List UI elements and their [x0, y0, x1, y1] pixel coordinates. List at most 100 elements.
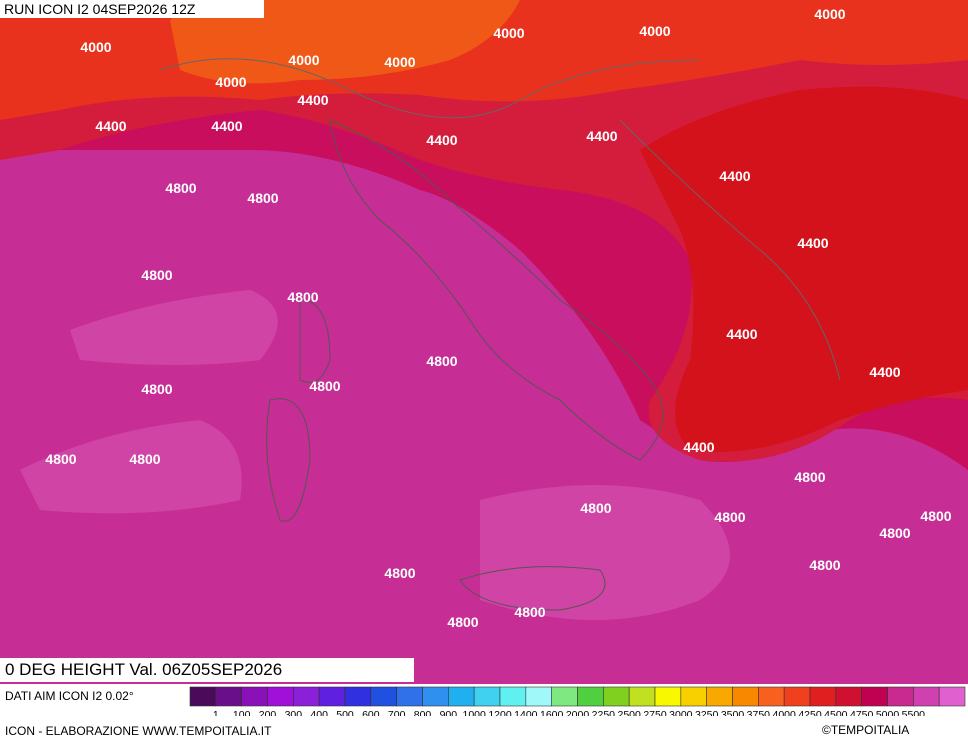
- region-pink: [480, 485, 730, 620]
- copyright: ©TEMPOITALIA: [822, 723, 910, 737]
- colorbar-label: 1600: [540, 709, 564, 716]
- contour-label: 4800: [879, 525, 910, 541]
- colorbar-label: 3250: [695, 709, 719, 716]
- colorbar-label: 2250: [592, 709, 616, 716]
- colorbar-swatch: [473, 686, 501, 707]
- colorbar-swatch: [448, 686, 475, 707]
- contour-label: 4000: [288, 52, 319, 68]
- contour-label: 4000: [493, 25, 524, 41]
- colorbar-label: 500: [336, 709, 354, 716]
- region-dark-red: [640, 86, 968, 453]
- colorbar-swatch: [318, 686, 346, 707]
- colorbar-swatch: [189, 686, 217, 707]
- contour-label: 4000: [215, 74, 246, 90]
- colorbar-swatch: [783, 686, 811, 707]
- contour-label: 4400: [797, 235, 828, 251]
- colorbar-label: 100: [233, 709, 251, 716]
- contour-label: 4400: [586, 128, 617, 144]
- contour-label: 4400: [297, 92, 328, 108]
- colorbar-swatch: [628, 686, 656, 707]
- contour-label: 4800: [165, 180, 196, 196]
- colorbar-label: 5000: [876, 709, 900, 716]
- border: [159, 58, 841, 381]
- colorbar-swatch: [396, 686, 423, 707]
- colorbar-label: 300: [285, 709, 303, 716]
- colorbar-swatch: [525, 686, 552, 707]
- colorbar-swatch: [267, 686, 294, 707]
- run-header: RUN ICON I2 04SEP2026 12Z: [0, 0, 264, 18]
- colorbar-swatch: [758, 686, 785, 707]
- region-pink: [70, 290, 278, 365]
- colorbar-swatch: [913, 686, 940, 707]
- map: 4000 4000 4000 4000 4000 4000 4000 4400 4400 4400…: [0, 0, 968, 684]
- colorbar-label: 2500: [617, 709, 641, 716]
- colorbar-label: 1000: [462, 709, 486, 716]
- colorbar-label: 200: [259, 709, 277, 716]
- contour-label: 4400: [726, 326, 757, 342]
- colorbar-swatch: [499, 686, 527, 707]
- colorbar-swatch: [215, 686, 242, 707]
- colorbar-label: 1400: [514, 709, 538, 716]
- colorbar-swatch: [887, 686, 914, 707]
- region-orange: [170, 0, 520, 84]
- colorbar-swatch: [603, 686, 630, 707]
- colorbar-label: 900: [440, 709, 458, 716]
- colorbar-swatch: [551, 686, 578, 707]
- colorbar-label: 4250: [798, 709, 822, 716]
- colorbar-swatch: [344, 686, 372, 707]
- colorbar-swatch: [370, 686, 397, 707]
- colorbar-label: 400: [310, 709, 328, 716]
- contour-label: 4400: [426, 132, 457, 148]
- contour-label: 4000: [814, 6, 845, 22]
- contour-label: 4800: [141, 381, 172, 397]
- colorbar-swatch: [835, 686, 862, 707]
- contour-label: 4800: [580, 500, 611, 516]
- colorbar-label: 5500: [902, 709, 926, 716]
- colorbar-swatch: [809, 686, 837, 707]
- contour-label: 4800: [447, 614, 478, 630]
- contour-label: 4800: [129, 451, 160, 467]
- colorbar-label: 4750: [850, 709, 874, 716]
- contour-label: 4400: [683, 439, 714, 455]
- colorbar: 1 100 200 300 400 500 600 700 800 900 1000 1200 1400…: [189, 686, 966, 716]
- region-pink: [20, 420, 242, 514]
- contour-label: 4800: [809, 557, 840, 573]
- credit: ICON - ELABORAZIONE WWW.TEMPOITALIA.IT: [5, 724, 272, 738]
- coastline: [266, 119, 664, 611]
- colorbar-swatch: [293, 686, 320, 707]
- contour-label: 4800: [45, 451, 76, 467]
- contour-label: 4800: [141, 267, 172, 283]
- contour-label: 4800: [920, 508, 951, 524]
- contour-label: 4000: [639, 23, 670, 39]
- colorbar-swatch: [241, 686, 268, 707]
- colorbar-swatch: [654, 686, 682, 707]
- colorbar-label: 4500: [824, 709, 848, 716]
- colorbar-swatch: [938, 686, 966, 707]
- contour-label: 4800: [514, 604, 545, 620]
- colorbar-label: 3750: [747, 709, 771, 716]
- contour-label: 4800: [247, 190, 278, 206]
- contour-label: 4400: [719, 168, 750, 184]
- contour-label: 4400: [95, 118, 126, 134]
- colorbar-label: 1200: [488, 709, 512, 716]
- colorbar-label: 1: [213, 709, 219, 716]
- contour-label: 4000: [384, 54, 415, 70]
- contour-label: 4400: [869, 364, 900, 380]
- contour-label: 4000: [80, 39, 111, 55]
- colorbar-label: 4000: [772, 709, 796, 716]
- contour-label: 4800: [426, 353, 457, 369]
- colorbar-swatch: [861, 686, 888, 707]
- colorbar-swatch: [422, 686, 449, 707]
- colorbar-label: 800: [414, 709, 432, 716]
- colorbar-swatch: [732, 686, 759, 707]
- colorbar-label: 700: [388, 709, 406, 716]
- contour-label: 4800: [714, 509, 745, 525]
- contour-label: 4800: [794, 469, 825, 485]
- colorbar-swatch: [706, 686, 733, 707]
- colorbar-swatch: [680, 686, 707, 707]
- colorbar-label: 2000: [566, 709, 590, 716]
- contour-label: 4800: [384, 565, 415, 581]
- valid-time: 0 DEG HEIGHT Val. 06Z05SEP2026: [0, 658, 414, 682]
- colorbar-label: 2750: [643, 709, 667, 716]
